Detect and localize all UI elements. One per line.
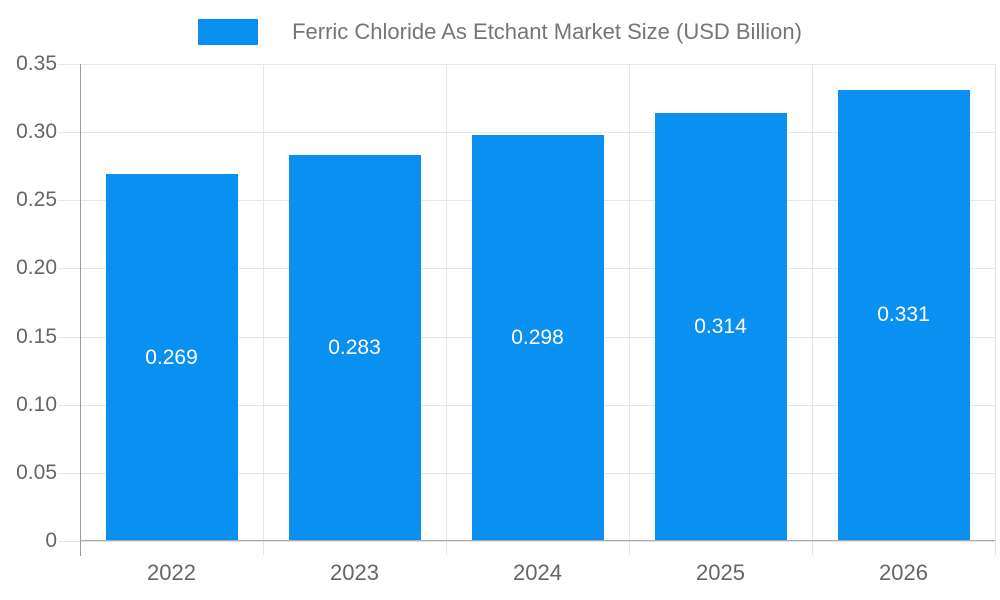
vertical-gridline (446, 64, 447, 555)
x-axis-tick-label: 2023 (330, 560, 379, 585)
y-axis-tick-label: 0.20 (16, 256, 57, 280)
bar-value-label: 0.314 (694, 315, 747, 339)
y-axis-tick-label: 0.05 (16, 460, 57, 484)
bar-2024[interactable]: 0.298 (471, 134, 604, 541)
vertical-gridline (995, 64, 996, 555)
x-axis-tick-label: 2022 (147, 560, 196, 585)
vertical-gridline (263, 64, 264, 555)
bar-2023[interactable]: 0.283 (288, 155, 421, 541)
x-axis-tick-label: 2025 (696, 560, 745, 585)
gridline (58, 64, 995, 65)
bar-value-label: 0.298 (511, 325, 564, 349)
bar-2026[interactable]: 0.331 (837, 89, 970, 541)
y-axis-tick-label: 0.25 (16, 188, 57, 212)
bar-value-label: 0.283 (328, 336, 381, 360)
y-axis-tick-label: 0 (45, 529, 57, 552)
bar-value-label: 0.331 (877, 303, 930, 327)
y-axis-tick-label: 0.35 (16, 52, 57, 75)
bar-2025[interactable]: 0.314 (654, 113, 787, 541)
x-axis-tick-label: 2026 (879, 560, 928, 585)
y-axis-tick-label: 0.10 (16, 392, 57, 416)
y-axis-line (80, 64, 81, 556)
gridline (58, 541, 995, 542)
gridline (58, 132, 995, 134)
plot-area: 0.35 0.30 0.25 0.20 0.15 0.10 0.05 0 0.269 0.283 0… (16, 53, 996, 585)
vertical-gridline (629, 64, 630, 555)
y-axis-tick-label: 0.30 (16, 120, 57, 144)
y-axis-tick-label: 0.15 (16, 324, 57, 348)
x-axis-baseline (80, 540, 995, 541)
chart-title: Ferric Chloride As Etchant Market Size (… (292, 19, 802, 44)
chart-legend: Ferric Chloride As Etchant Market Size (… (0, 16, 1000, 48)
bar-value-label: 0.269 (145, 345, 198, 369)
vertical-gridline (812, 64, 813, 555)
x-axis-tick-label: 2024 (513, 560, 562, 585)
bar-2022[interactable]: 0.269 (105, 174, 238, 541)
legend-swatch (198, 19, 259, 45)
